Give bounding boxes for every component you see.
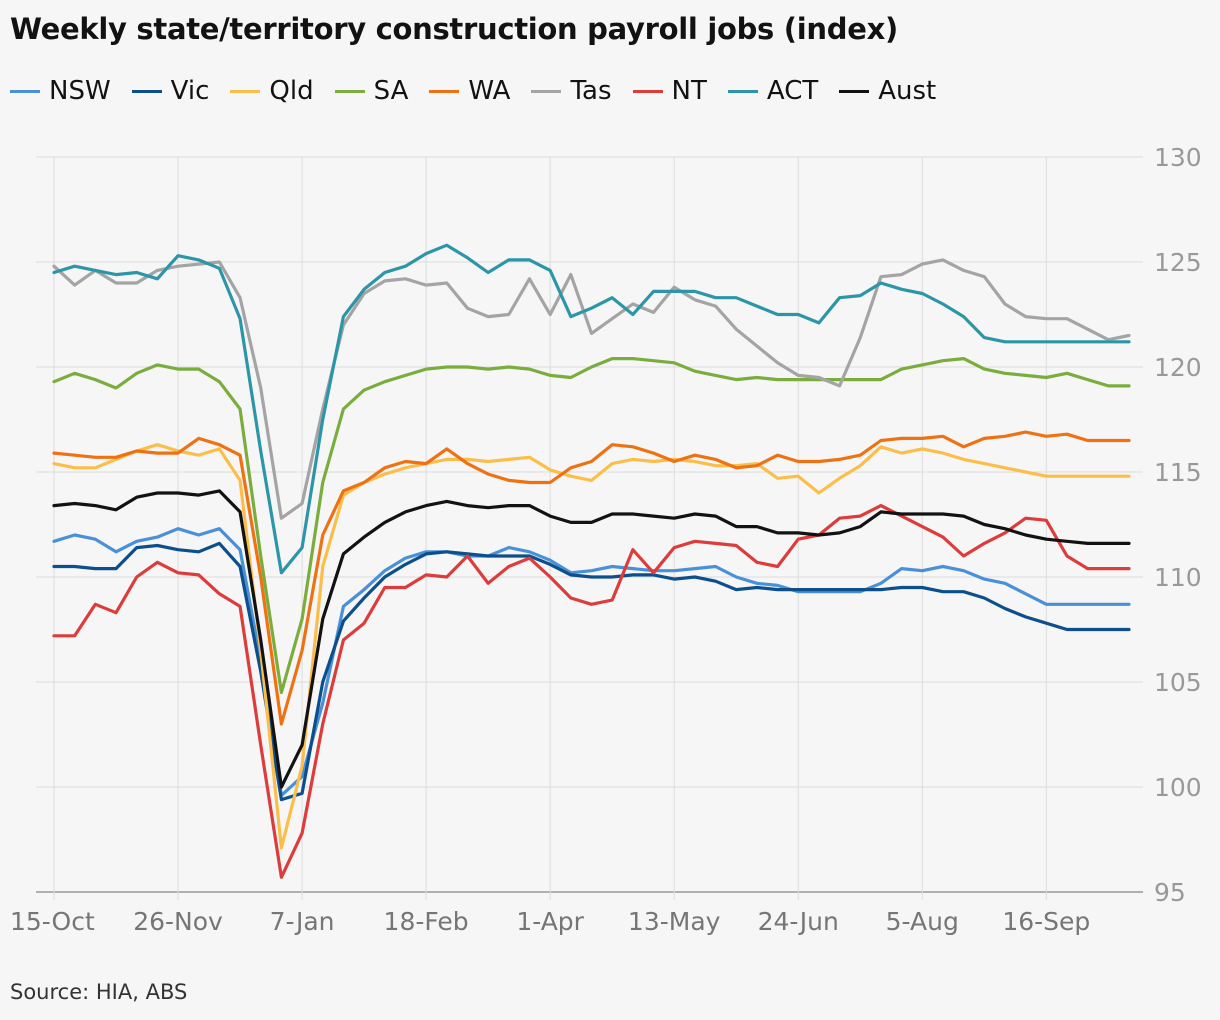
series-line-nt [52, 504, 1131, 879]
legend-label: Qld [269, 76, 314, 106]
series-line-qld [52, 443, 1131, 850]
legend-item-qld: Qld [230, 76, 314, 106]
y-tick-label: 120 [1154, 353, 1202, 382]
legend-swatch [230, 89, 261, 93]
legend-item-nsw: NSW [10, 76, 111, 106]
legend-swatch [531, 89, 562, 93]
legend-item-vic: Vic [131, 76, 210, 106]
y-tick-label: 125 [1154, 248, 1202, 277]
chart-title: Weekly state/territory construction payr… [10, 12, 898, 46]
y-tick-label: 100 [1154, 773, 1202, 802]
series-line-act [52, 243, 1131, 575]
legend-swatch [839, 89, 870, 93]
series-line-vic [52, 541, 1131, 802]
x-axis-ticks: 15-Oct 26-Nov 7-Jan 18-Feb 1-Apr 13-May 24-Jun… [10, 907, 1090, 936]
x-tick-label: 15-Oct [10, 907, 95, 936]
source-note: Source: HIA, ABS [10, 980, 188, 1004]
y-tick-label: 110 [1154, 563, 1202, 592]
x-tick-label: 5-Aug [886, 907, 959, 936]
grid-lines [36, 156, 1143, 900]
legend-swatch [334, 89, 365, 93]
x-tick-label: 18-Feb [384, 907, 469, 936]
legend-item-wa: WA [429, 76, 510, 106]
legend-item-aust: Aust [839, 76, 936, 106]
legend-label: ACT [766, 76, 819, 106]
legend-item-sa: SA [334, 76, 409, 106]
legend-label: Aust [878, 76, 937, 106]
x-tick-label: 1-Apr [516, 907, 584, 936]
x-tick-label: 26-Nov [133, 907, 223, 936]
series-line-nsw [52, 527, 1131, 797]
legend-swatch [10, 89, 40, 93]
legend-label: NT [671, 76, 707, 106]
series-line-sa [52, 357, 1131, 695]
x-tick-label: 16-Sep [1002, 907, 1090, 936]
legend-item-tas: Tas [531, 76, 612, 106]
y-tick-label: 105 [1154, 668, 1202, 697]
legend-label: SA [373, 76, 409, 106]
series-line-wa [52, 430, 1131, 726]
legend-label: Vic [170, 76, 210, 106]
legend-item-nt: NT [632, 76, 707, 106]
y-axis-ticks: 95 100 105 110 115 120 125 130 [1154, 143, 1202, 907]
legend: NSW Vic Qld SA WA Tas NT ACT Aust [10, 76, 957, 106]
legend-item-act: ACT [727, 76, 819, 106]
legend-swatch [727, 89, 758, 93]
legend-swatch [131, 89, 162, 93]
legend-label: NSW [49, 76, 111, 106]
legend-label: WA [468, 76, 511, 106]
legend-swatch [429, 89, 460, 93]
y-tick-label: 130 [1154, 143, 1202, 172]
series-lines [52, 243, 1131, 879]
x-tick-label: 7-Jan [270, 907, 335, 936]
x-tick-label: 13-May [628, 907, 721, 936]
x-tick-label: 24-Jun [758, 907, 839, 936]
legend-label: Tas [570, 76, 612, 106]
series-line-tas [52, 258, 1131, 520]
y-tick-label: 115 [1154, 458, 1202, 487]
series-line-aust [52, 489, 1131, 789]
legend-swatch [632, 89, 663, 93]
y-tick-label: 95 [1154, 878, 1186, 907]
